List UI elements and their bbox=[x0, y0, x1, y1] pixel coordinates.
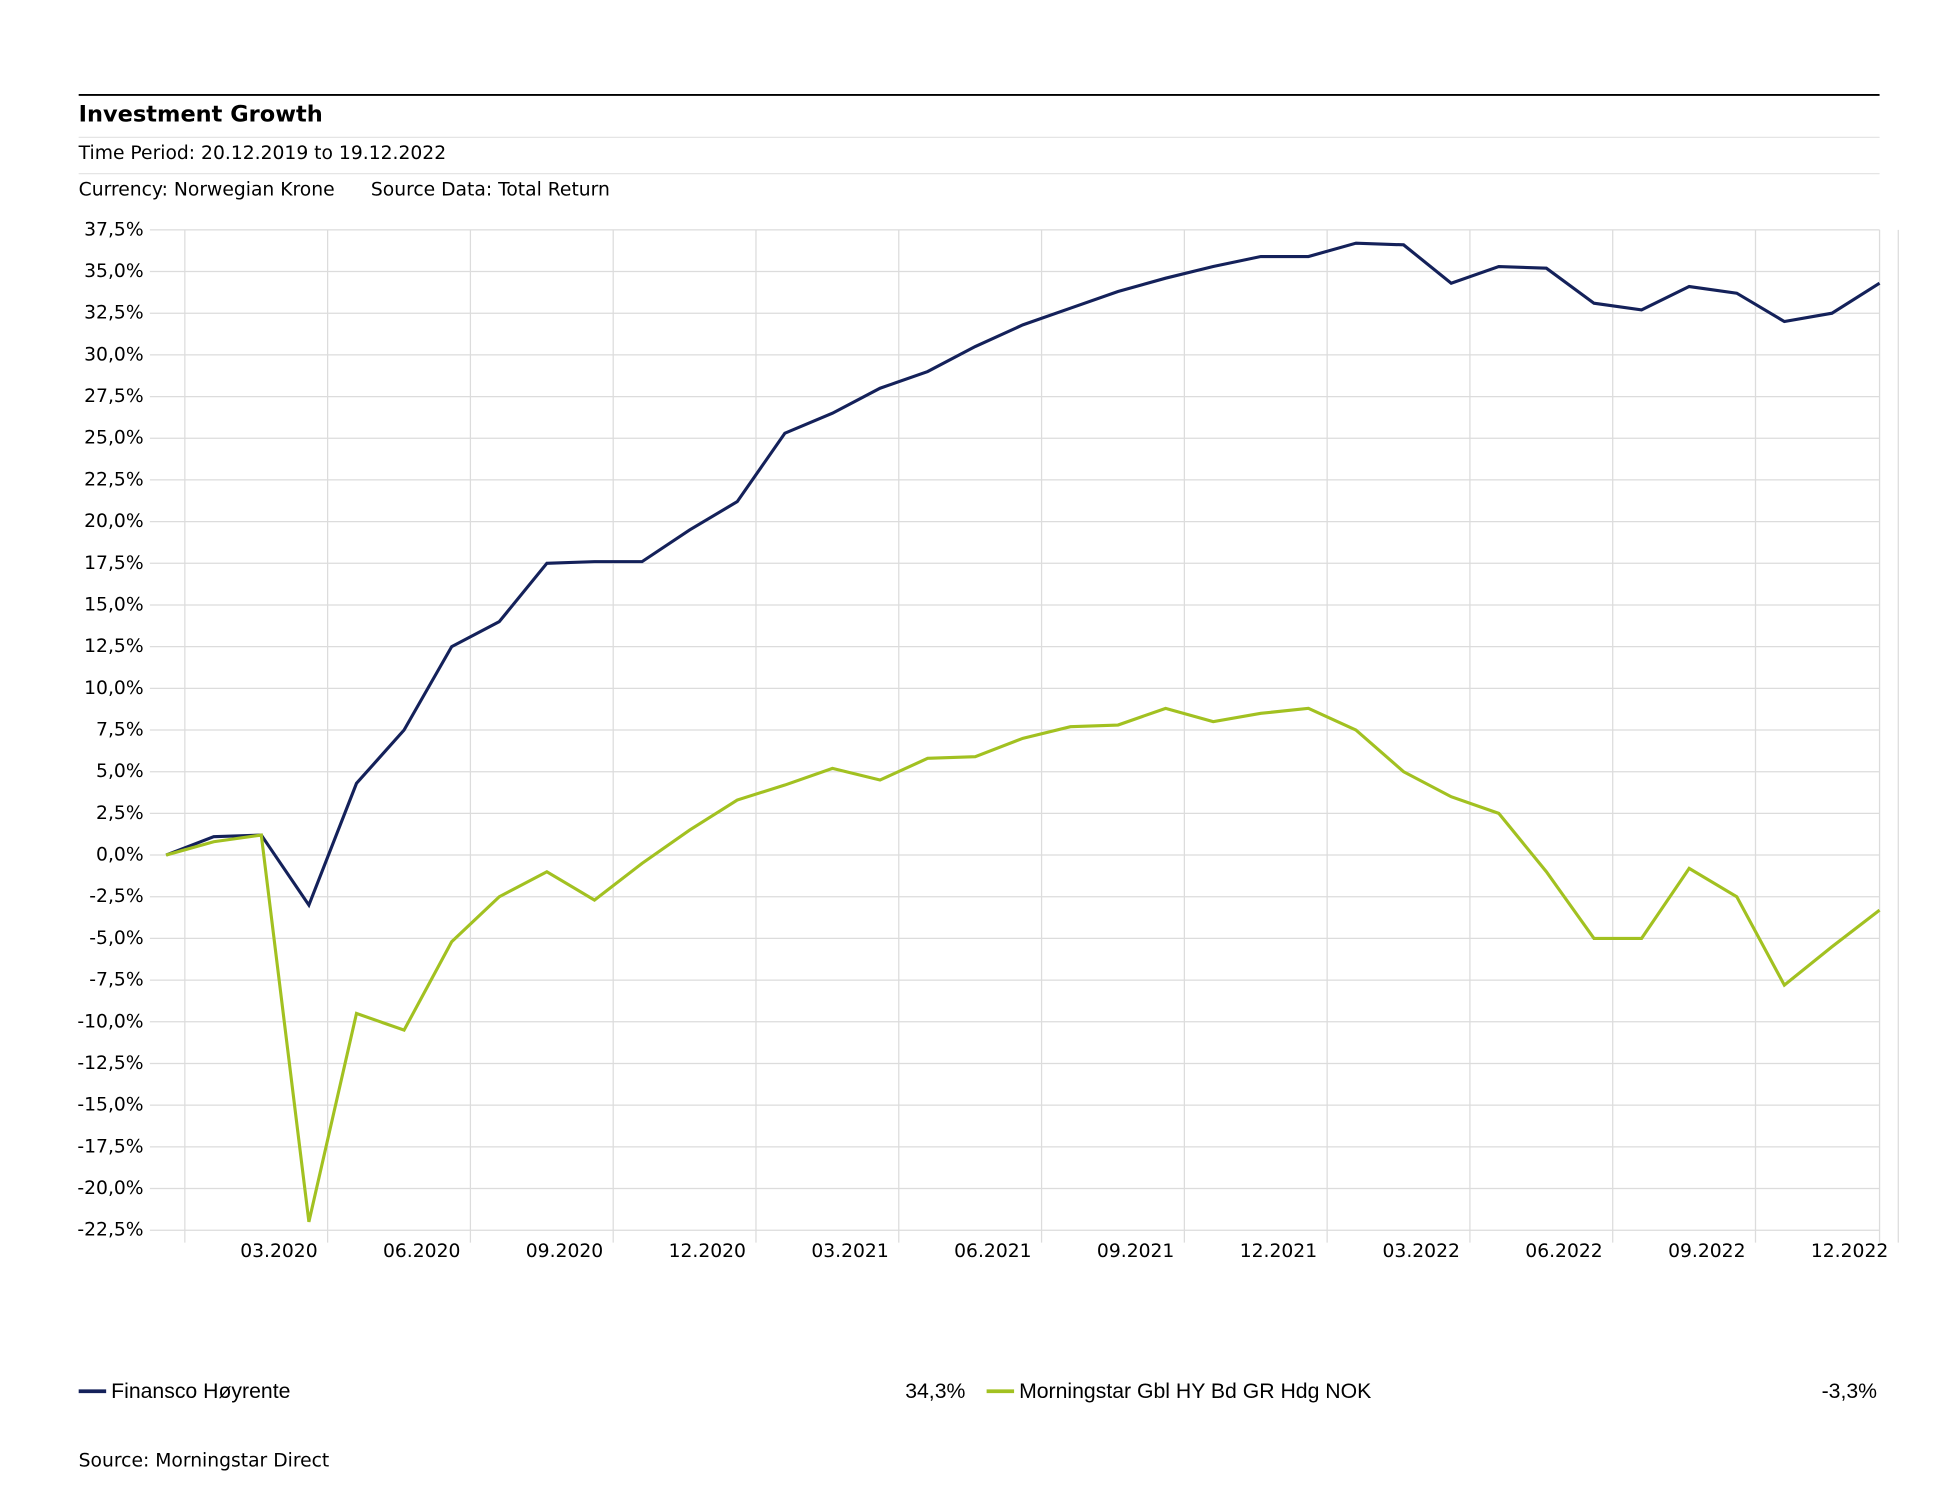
x-tick-label: 12.2021 bbox=[1240, 1241, 1317, 1262]
y-tick-label: 37,5% bbox=[84, 219, 143, 240]
x-tick-label: 03.2020 bbox=[240, 1241, 317, 1262]
y-tick-label: -17,5% bbox=[77, 1136, 143, 1157]
y-tick-label: -12,5% bbox=[77, 1053, 143, 1074]
y-tick-label: -15,0% bbox=[77, 1095, 143, 1116]
y-tick-label: -22,5% bbox=[77, 1220, 143, 1241]
y-tick-label: 2,5% bbox=[96, 803, 144, 824]
y-tick-label: 30,0% bbox=[84, 344, 143, 365]
y-tick-label: 7,5% bbox=[96, 720, 144, 741]
x-tick-label: 06.2021 bbox=[954, 1241, 1031, 1262]
y-tick-label: 12,5% bbox=[84, 636, 143, 657]
subtitle: Time Period: 20.12.2019 to 19.12.2022 bbox=[78, 143, 446, 164]
y-tick-label: 0,0% bbox=[96, 845, 144, 866]
x-tick-label: 12.2022 bbox=[1811, 1241, 1888, 1262]
y-tick-label: 15,0% bbox=[84, 594, 143, 615]
y-tick-label: -20,0% bbox=[77, 1178, 143, 1199]
currency: Currency: Norwegian Krone bbox=[79, 179, 335, 200]
legend-label: Morningstar Gbl HY Bd GR Hdg NOK bbox=[1019, 1380, 1371, 1403]
legend-label: Finansco Høyrente bbox=[111, 1380, 290, 1403]
legend-value: 34,3% bbox=[905, 1380, 965, 1403]
y-tick-label: 25,0% bbox=[84, 428, 143, 449]
y-tick-label: 10,0% bbox=[84, 678, 143, 699]
y-tick-label: 32,5% bbox=[84, 303, 143, 324]
y-tick-label: 22,5% bbox=[84, 469, 143, 490]
legend-value: -3,3% bbox=[1822, 1380, 1878, 1403]
x-tick-label: 09.2021 bbox=[1097, 1241, 1174, 1262]
y-tick-label: -7,5% bbox=[89, 970, 143, 991]
y-tick-label: 27,5% bbox=[84, 386, 143, 407]
source: Source: Morningstar Direct bbox=[79, 1451, 330, 1472]
y-tick-label: 17,5% bbox=[84, 553, 143, 574]
x-tick-label: 06.2020 bbox=[383, 1241, 460, 1262]
x-tick-label: 09.2022 bbox=[1668, 1241, 1745, 1262]
x-tick-label: 12.2020 bbox=[669, 1241, 746, 1262]
y-tick-label: 5,0% bbox=[96, 761, 144, 782]
source-data: Source Data: Total Return bbox=[371, 179, 610, 200]
chart-title: Investment Growth bbox=[79, 101, 323, 127]
x-tick-label: 03.2022 bbox=[1383, 1241, 1460, 1262]
series-line bbox=[165, 241, 1881, 909]
x-tick-label: 06.2022 bbox=[1525, 1241, 1602, 1262]
y-tick-label: 35,0% bbox=[84, 261, 143, 282]
y-tick-label: 20,0% bbox=[84, 511, 143, 532]
y-tick-label: -5,0% bbox=[89, 928, 143, 949]
series-line bbox=[165, 706, 1881, 1223]
y-tick-label: -10,0% bbox=[77, 1011, 143, 1032]
y-tick-label: -2,5% bbox=[89, 886, 143, 907]
x-tick-label: 09.2020 bbox=[526, 1241, 603, 1262]
x-tick-label: 03.2021 bbox=[811, 1241, 888, 1262]
